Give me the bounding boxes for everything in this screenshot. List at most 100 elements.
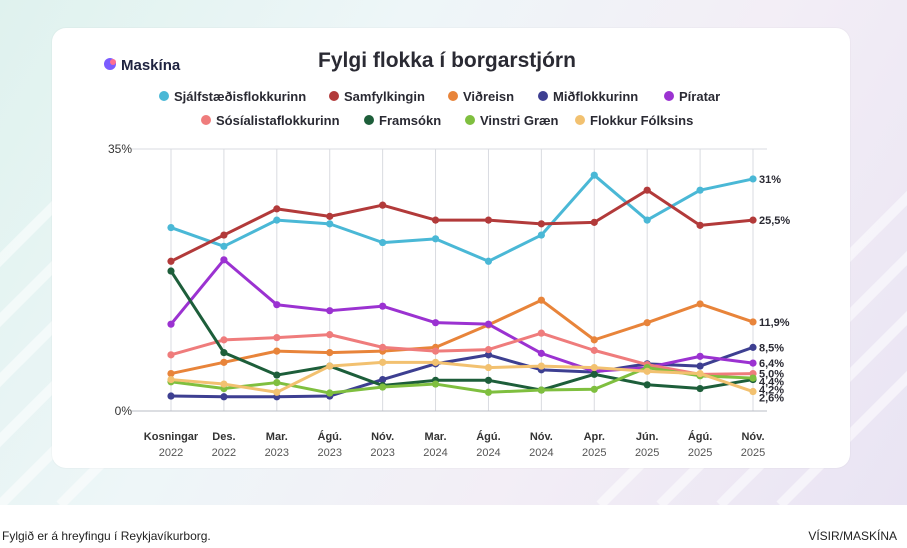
data-point — [537, 362, 545, 370]
data-point — [220, 242, 228, 250]
data-point — [696, 362, 704, 370]
legend-marker — [465, 115, 475, 125]
end-label-samfylkingin: 25,5% — [759, 215, 790, 227]
legend-marker — [201, 115, 211, 125]
x-tick-label-month: Kosningar — [144, 431, 199, 443]
data-point — [273, 205, 281, 213]
x-axis: Kosningar 2022 Des. 2022 Mar. 2023 Ágú. 2023 Nóv… — [144, 430, 765, 459]
x-tick-label-month: Nóv. — [530, 431, 553, 443]
legend-marker — [159, 91, 169, 101]
series-sjalfstaedisflokkurinn — [167, 171, 757, 265]
legend-label: Sjálfstæðisflokkurinn — [174, 89, 306, 104]
data-point — [220, 336, 228, 344]
data-point — [273, 371, 281, 379]
x-tick-label-month: Nóv. — [371, 431, 394, 443]
data-point — [537, 220, 545, 228]
data-point — [273, 378, 281, 387]
brand-name: Maskína — [121, 57, 181, 74]
x-tick-label-month: Ágú. — [476, 430, 500, 443]
data-point — [643, 186, 651, 194]
data-point — [749, 216, 757, 224]
x-tick-label-year: 2025 — [582, 447, 606, 459]
data-point — [643, 367, 651, 375]
data-point — [643, 381, 651, 389]
data-point — [590, 370, 598, 378]
x-tick-label-month: Nóv. — [741, 431, 764, 443]
data-point — [326, 331, 334, 339]
end-label-sjalfstaedisflokkurinn: 31% — [759, 174, 781, 186]
data-point — [167, 320, 175, 328]
data-point — [696, 221, 704, 229]
series-line — [169, 360, 755, 394]
end-label-framsokn: 4,2% — [759, 385, 784, 397]
chart-title: Fylgi flokka í borgarstjórn — [318, 49, 576, 72]
legend-item-sosialistaflokkurinn: Sósíalistaflokkurinn — [201, 113, 340, 128]
data-point — [273, 388, 281, 396]
end-label-midflokkurinn: 8,5% — [759, 342, 784, 354]
legend-label: Framsókn — [379, 113, 441, 128]
data-point — [220, 256, 228, 264]
legend-marker — [538, 91, 548, 101]
legend-label: Samfylkingin — [344, 89, 425, 104]
legend-item-midflokkurinn: Miðflokkurinn — [538, 89, 638, 104]
image-caption: Fylgið er á hreyfingu í Reykjavíkurborg. — [2, 529, 211, 543]
x-tick-label-year: 2024 — [529, 447, 553, 459]
chart-card — [52, 28, 850, 468]
legend-marker — [329, 91, 339, 101]
data-point — [749, 359, 757, 367]
x-tick-label-month: Des. — [212, 431, 235, 443]
data-point — [537, 349, 545, 357]
data-point — [326, 307, 334, 315]
x-tick-label-month: Ágú. — [688, 430, 712, 443]
data-point — [484, 257, 493, 265]
data-point — [537, 296, 545, 304]
legend-marker — [364, 115, 374, 125]
data-point — [379, 343, 387, 351]
x-tick-label-month: Ágú. — [318, 430, 342, 443]
data-point — [696, 384, 704, 393]
series-vidreisn — [167, 296, 757, 378]
legend-marker — [664, 91, 674, 101]
data-point — [273, 347, 281, 355]
data-point — [484, 320, 493, 328]
y-tick-label: 35% — [108, 142, 132, 156]
data-point — [696, 352, 704, 360]
data-point — [484, 351, 493, 359]
data-point — [749, 318, 757, 326]
series-line — [169, 173, 755, 263]
data-point — [326, 389, 334, 397]
data-point — [537, 329, 545, 337]
x-tick-label-year: 2023 — [265, 447, 289, 459]
data-point — [167, 267, 175, 275]
series-line — [169, 331, 755, 376]
data-point — [590, 218, 598, 226]
end-label-vidreisn: 11,9% — [759, 317, 790, 329]
data-point — [167, 257, 175, 265]
data-point — [273, 216, 281, 224]
data-point — [484, 363, 493, 372]
x-tick-label-year: 2025 — [635, 447, 659, 459]
data-point — [379, 302, 387, 310]
legend-item-piratar: Píratar — [664, 89, 720, 104]
maskina-logo: Maskína — [104, 57, 181, 74]
x-tick-label-year: 2025 — [741, 447, 765, 459]
data-point — [167, 392, 175, 400]
data-point — [484, 376, 493, 384]
data-point — [431, 347, 440, 355]
data-point — [431, 235, 440, 243]
data-point — [590, 336, 598, 344]
data-point — [220, 393, 228, 401]
background — [0, 0, 907, 505]
data-point — [220, 380, 228, 388]
x-tick-label-year: 2024 — [423, 447, 447, 459]
data-point — [590, 346, 598, 354]
x-tick-label-year: 2024 — [476, 447, 500, 459]
data-point — [749, 175, 757, 183]
data-point — [643, 216, 651, 224]
data-point — [643, 319, 651, 327]
series-line — [169, 269, 755, 392]
data-point — [326, 349, 334, 357]
legend-label: Vinstri Græn — [480, 113, 559, 128]
data-point — [537, 386, 545, 394]
legend-label: Píratar — [679, 89, 720, 104]
